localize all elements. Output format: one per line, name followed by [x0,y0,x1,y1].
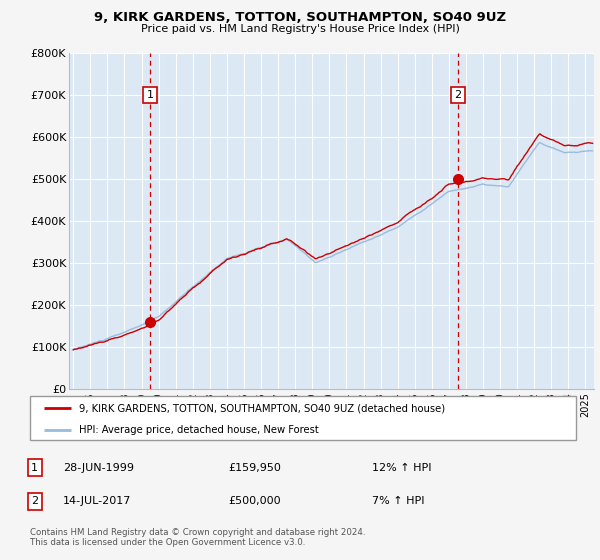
Text: 7% ↑ HPI: 7% ↑ HPI [372,496,425,506]
Text: HPI: Average price, detached house, New Forest: HPI: Average price, detached house, New … [79,425,319,435]
Text: £500,000: £500,000 [228,496,281,506]
Text: 12% ↑ HPI: 12% ↑ HPI [372,463,431,473]
Text: 1: 1 [146,90,154,100]
Text: 28-JUN-1999: 28-JUN-1999 [63,463,134,473]
Text: Contains HM Land Registry data © Crown copyright and database right 2024.
This d: Contains HM Land Registry data © Crown c… [30,528,365,547]
Text: 2: 2 [31,496,38,506]
Text: 1: 1 [31,463,38,473]
FancyBboxPatch shape [30,396,576,440]
Text: 2: 2 [455,90,461,100]
Text: Price paid vs. HM Land Registry's House Price Index (HPI): Price paid vs. HM Land Registry's House … [140,24,460,34]
Text: 14-JUL-2017: 14-JUL-2017 [63,496,131,506]
Text: 9, KIRK GARDENS, TOTTON, SOUTHAMPTON, SO40 9UZ: 9, KIRK GARDENS, TOTTON, SOUTHAMPTON, SO… [94,11,506,24]
Text: £159,950: £159,950 [228,463,281,473]
Text: 9, KIRK GARDENS, TOTTON, SOUTHAMPTON, SO40 9UZ (detached house): 9, KIRK GARDENS, TOTTON, SOUTHAMPTON, SO… [79,403,445,413]
